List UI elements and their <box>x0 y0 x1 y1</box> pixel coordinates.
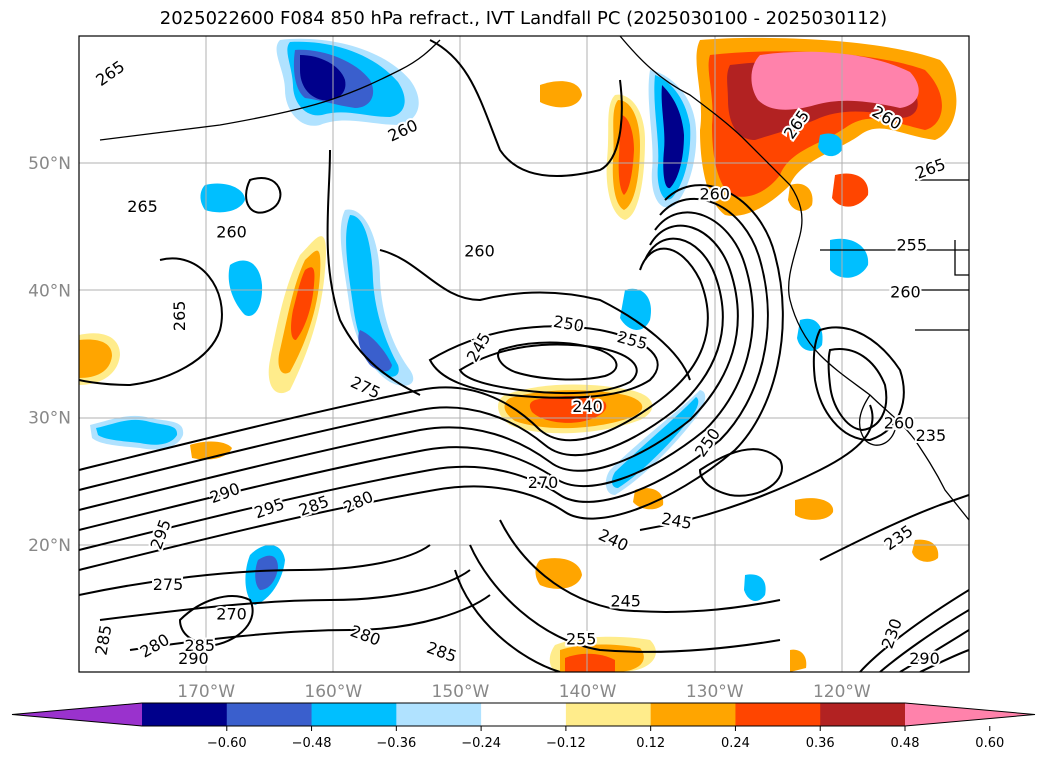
colorbar-tick-label: 0.48 <box>891 736 920 751</box>
colorbar-segment <box>226 703 313 726</box>
colorbar-tick-label: 0.60 <box>975 736 1004 751</box>
contour-label: 260 <box>216 223 247 242</box>
contour-label: 280 <box>348 621 383 649</box>
contour-label: 235 <box>881 521 917 554</box>
colorbar-segment <box>311 703 397 726</box>
colorbar-segment <box>481 703 567 726</box>
contour-label: 265 <box>92 57 128 90</box>
colorbar-outline <box>11 702 1036 727</box>
lat-label: 50°N <box>28 154 71 174</box>
contour-label: 285 <box>185 636 216 655</box>
contour-label: 260 <box>884 413 915 432</box>
contour-label: 280 <box>137 630 173 662</box>
contour-label: 260 <box>699 185 730 204</box>
contour-label: 250 <box>691 425 724 461</box>
colorbar-tick-label: −0.60 <box>207 736 247 751</box>
colorbar: −0.60 −0.48 −0.36 −0.24 −0.12 0.12 0.24 0.36 0.4… <box>11 702 1036 751</box>
colorbar-segment <box>735 703 821 726</box>
refractivity-contours <box>79 39 969 672</box>
lon-label: 150°W <box>432 682 490 702</box>
contour-label: 255 <box>615 327 649 353</box>
contour-label: 270 <box>528 473 559 492</box>
contour-label: 240 <box>596 525 632 555</box>
colorbar-segment <box>142 703 228 726</box>
contour-labels: 2652602652602652602502552452752402502602… <box>89 55 950 670</box>
colorbar-tick-label: −0.24 <box>461 736 501 751</box>
contour-label: 245 <box>660 509 693 533</box>
pc-shading <box>79 37 957 672</box>
contour-label: 245 <box>610 592 641 611</box>
map-title: 2025022600 F084 850 hPa refract., IVT La… <box>159 8 888 29</box>
contour-label: 290 <box>909 649 940 668</box>
graticule <box>79 36 969 672</box>
contour-label: 285 <box>91 623 115 656</box>
contour-label: 235 <box>916 426 947 445</box>
colorbar-extend-min <box>12 703 142 726</box>
lat-label: 40°N <box>28 281 71 301</box>
colorbar-tick-label: 0.24 <box>721 736 750 751</box>
lon-label: 170°W <box>177 682 235 702</box>
contour-label: 275 <box>153 575 184 594</box>
colorbar-segment <box>650 703 736 726</box>
colorbar-tick-label: −0.36 <box>376 736 416 751</box>
lon-label: 130°W <box>686 682 744 702</box>
lat-label: 30°N <box>28 409 71 429</box>
contour-label: 255 <box>566 630 597 649</box>
contour-label: 265 <box>127 197 158 216</box>
contour-label: 265 <box>170 301 189 332</box>
colorbar-segment <box>396 703 482 726</box>
lon-label: 140°W <box>559 682 617 702</box>
colorbar-tick-label: −0.12 <box>546 736 586 751</box>
contour-label: 260 <box>464 242 495 261</box>
contour-label: 290 <box>178 649 209 668</box>
colorbar-tick-label: 0.12 <box>636 736 665 751</box>
lon-label: 120°W <box>813 682 871 702</box>
contour-label: 270 <box>216 604 247 623</box>
contour-label: 260 <box>890 282 921 301</box>
colorbar-segment <box>565 703 652 726</box>
contour-label: 250 <box>552 312 585 336</box>
latitude-labels: 50°N 40°N 30°N 20°N <box>28 154 71 556</box>
colorbar-tick-label: 0.36 <box>806 736 835 751</box>
colorbar-extend-max <box>905 703 1035 726</box>
map-frame <box>78 35 970 673</box>
colorbar-tick-label: −0.48 <box>292 736 332 751</box>
lat-label: 20°N <box>28 536 71 556</box>
contour-label: 255 <box>897 235 928 254</box>
contour-label: 230 <box>878 616 906 651</box>
contour-label: 240 <box>572 397 603 416</box>
coastlines <box>99 36 969 521</box>
longitude-labels: 170°W 160°W 150°W 140°W 130°W 120°W <box>177 682 871 702</box>
contour-label: 295 <box>252 494 287 522</box>
colorbar-segment <box>820 703 906 726</box>
contour-label: 290 <box>207 479 242 507</box>
lon-label: 160°W <box>304 682 362 702</box>
contour-label: 285 <box>424 638 459 666</box>
contour-label: 265 <box>913 154 948 182</box>
contour-label: 280 <box>340 487 376 517</box>
